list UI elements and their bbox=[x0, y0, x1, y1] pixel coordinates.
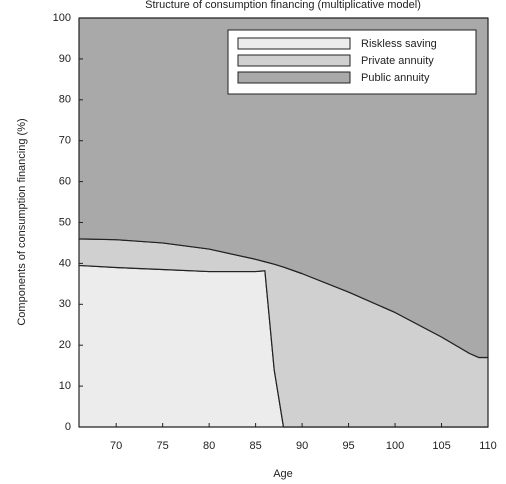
x-tick-label: 80 bbox=[203, 440, 215, 452]
legend-label: Private annuity bbox=[361, 55, 434, 67]
legend-swatch bbox=[237, 54, 351, 67]
y-tick-label: 90 bbox=[59, 53, 71, 65]
chart-title: Structure of consumption financing (mult… bbox=[145, 0, 421, 11]
x-tick-label: 105 bbox=[432, 440, 450, 452]
y-tick-label: 40 bbox=[59, 257, 71, 269]
y-tick-label: 0 bbox=[65, 421, 71, 433]
y-tick-label: 10 bbox=[59, 380, 71, 392]
y-tick-label: 70 bbox=[59, 135, 71, 147]
x-tick-label: 90 bbox=[296, 440, 308, 452]
x-tick-label: 75 bbox=[157, 440, 169, 452]
y-tick-label: 80 bbox=[59, 94, 71, 106]
y-tick-label: 20 bbox=[59, 339, 71, 351]
x-tick-label: 100 bbox=[386, 440, 404, 452]
y-tick-label: 100 bbox=[53, 12, 71, 24]
x-tick-label: 85 bbox=[249, 440, 261, 452]
x-tick-label: 110 bbox=[479, 440, 497, 452]
y-axis-label: Components of consumption financing (%) bbox=[16, 118, 28, 325]
y-tick-label: 30 bbox=[59, 298, 71, 310]
y-tick-label: 60 bbox=[59, 176, 71, 188]
y-tick-label: 50 bbox=[59, 216, 71, 228]
x-tick-label: 95 bbox=[342, 440, 354, 452]
legend-swatch bbox=[237, 37, 351, 50]
legend-label: Riskless saving bbox=[361, 38, 437, 50]
legend-label: Public annuity bbox=[361, 72, 430, 84]
legend-swatch bbox=[237, 71, 351, 84]
x-axis-label: Age bbox=[273, 468, 293, 480]
x-tick-label: 70 bbox=[110, 440, 122, 452]
